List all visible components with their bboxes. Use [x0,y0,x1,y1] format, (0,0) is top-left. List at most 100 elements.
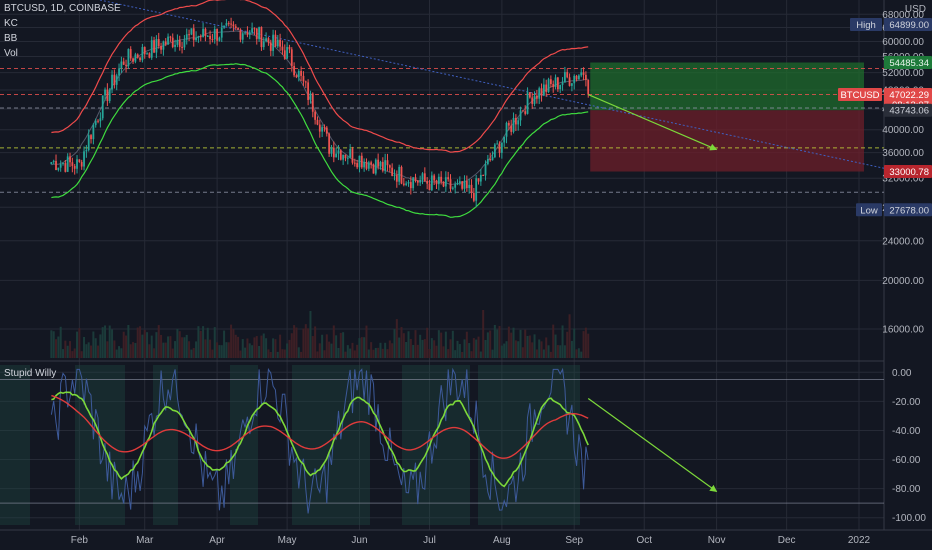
time-tick-label: Dec [778,535,796,546]
candle-body [335,153,338,158]
volume-bar [136,327,139,358]
volume-bar [321,334,324,358]
volume-bar [192,348,195,358]
candle-body [349,148,352,158]
candle-body [94,120,97,126]
volume-bar [307,328,310,358]
volume-bar [272,338,275,358]
candle-body [379,161,382,167]
candle-body [199,36,202,38]
candle-body [211,39,214,41]
volume-bar [447,349,450,358]
volume-bar [568,314,571,358]
candle-body [160,46,162,50]
volume-bar [80,351,83,358]
candle-body [241,33,244,40]
candle-body [248,32,251,35]
volume-bar [330,343,333,358]
candle-body [223,25,225,28]
volume-bar [395,319,398,358]
candle-body [374,159,377,174]
volume-bar [416,344,419,358]
candles [50,17,590,208]
candle-body [171,37,174,47]
volume-bar [87,342,90,358]
volume-bar [185,334,188,358]
candle-body [405,183,408,185]
volume-bar [255,336,258,358]
candle-body [580,72,583,76]
candle-body [351,148,354,163]
indicator-bb-label[interactable]: BB [4,33,18,44]
candle-body [323,127,326,129]
volume-bar [377,347,380,358]
volume-bar [113,340,116,358]
candle-body [486,159,489,165]
candle-body [339,150,342,160]
volume-bar [244,347,247,358]
volume-bar [199,330,202,358]
volume-bar [106,341,109,358]
candle-body [167,36,169,45]
candle-body [444,177,447,187]
candle-body [533,95,536,104]
volume-bar [428,349,431,358]
volume-bars [50,309,590,358]
candle-body [106,89,109,101]
candle-body [62,163,64,165]
candle-body [267,38,270,43]
price-tick-label: 16000.00 [882,324,924,335]
candle-body [225,23,228,26]
candle-body [440,176,443,182]
candle-body [568,77,571,86]
candle-body [115,75,118,85]
time-tick-label: Jul [423,535,436,546]
volume-bar [349,348,352,358]
candle-body [71,162,74,166]
volume-bar [174,341,177,358]
volume-bar [535,349,538,358]
candle-body [206,35,209,37]
osc-signal-line [51,394,589,459]
volume-bar [365,325,368,358]
volume-bar [281,349,284,358]
indicator-kc-label[interactable]: KC [4,18,18,29]
candle-body [328,133,331,154]
volume-bar [440,332,443,358]
volume-bar [283,349,286,358]
volume-bar [90,345,93,358]
volume-bar [232,329,235,358]
candle-body [239,29,242,40]
candle-body [104,89,106,96]
volume-bar [451,330,454,358]
price-tag-value: 33000.78 [889,167,929,178]
candle-body [519,110,522,121]
candle-body [237,28,239,30]
volume-bar [500,345,503,358]
volume-bar [297,347,300,358]
candle-body [421,173,424,180]
candle-body [372,164,375,174]
price-tag-box [884,17,932,31]
volume-bar [225,342,228,358]
time-tick-label: May [278,535,297,546]
candle-body [549,79,552,85]
volume-bar [85,344,88,358]
volume-bar [239,350,242,358]
candle-body [295,75,298,78]
candle-body [393,175,396,177]
volume-bar [570,340,573,358]
indicator-vol-label[interactable]: Vol [4,48,18,59]
volume-bar [248,343,251,358]
candle-body [132,58,134,62]
candle-body [251,28,253,33]
candle-body [512,117,515,132]
candle-body [540,88,543,96]
volume-bar [479,351,482,358]
candle-body [202,28,204,37]
volume-bar [559,345,562,358]
volume-bar [316,351,319,358]
oscillator-title[interactable]: Stupid Willy [4,368,57,379]
volume-bar [78,328,81,358]
